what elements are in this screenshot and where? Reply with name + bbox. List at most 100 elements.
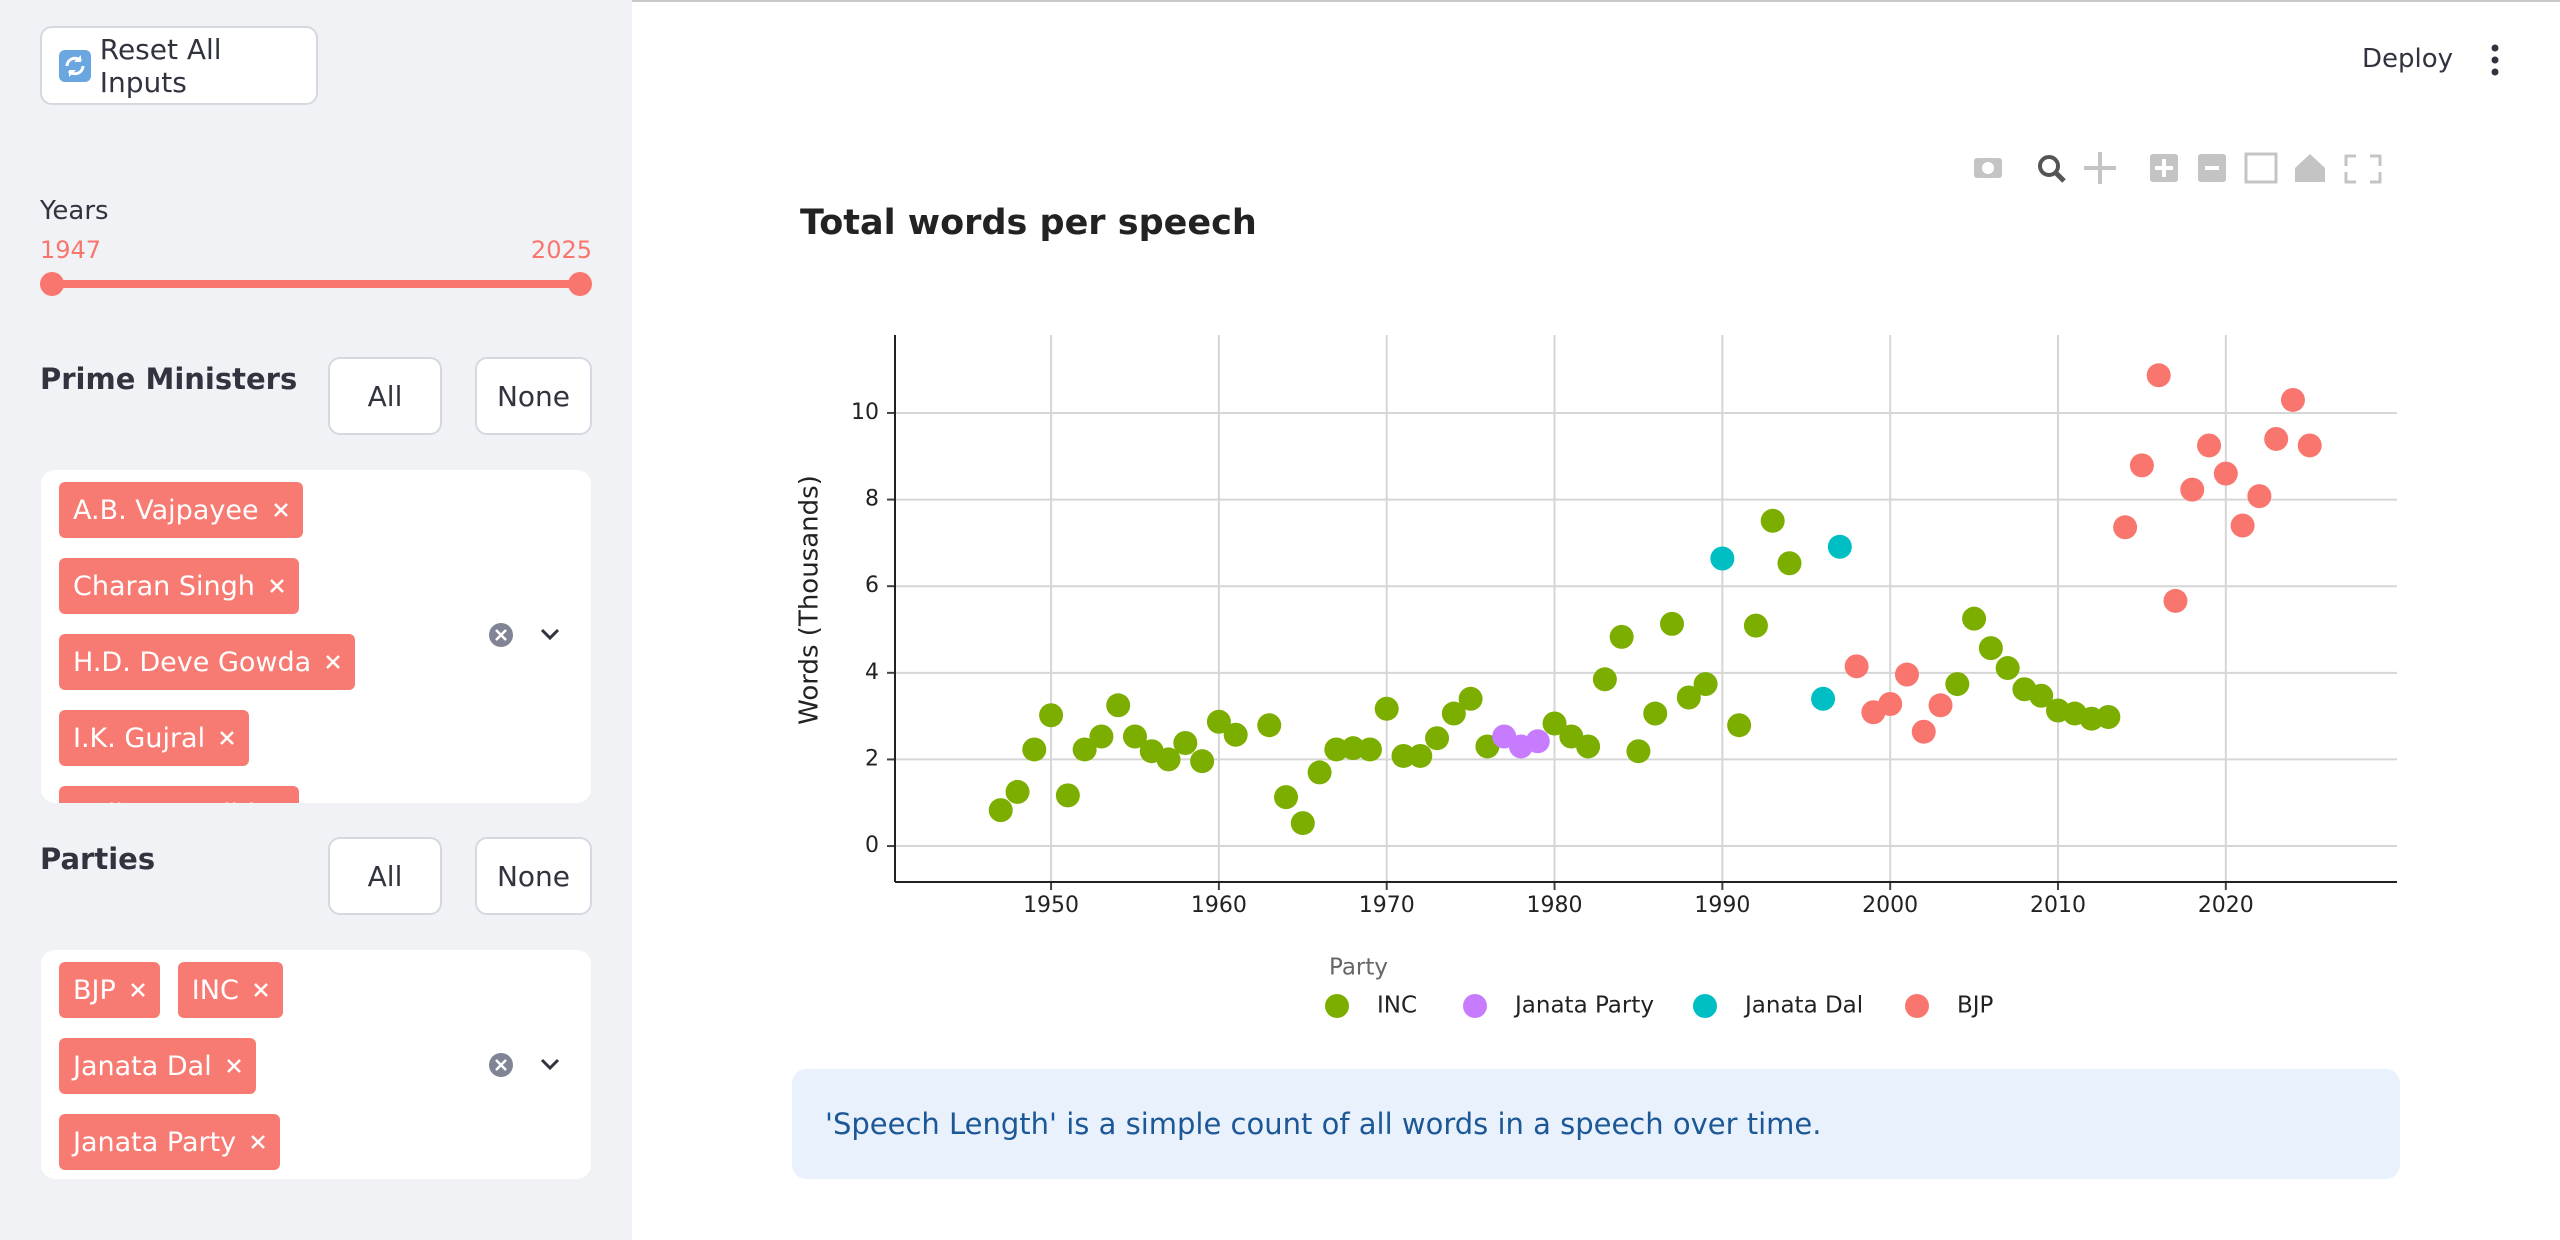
x-tick-label: 2010: [2030, 893, 2086, 918]
tag-label: I.K. Gujral: [73, 722, 206, 754]
tag-label: BJP: [73, 974, 116, 1006]
tag-label: Indira Gandhi: [73, 799, 255, 804]
menu-button[interactable]: [2484, 42, 2506, 78]
x-tick-label: 1980: [1527, 893, 1583, 918]
tag-remove[interactable]: [219, 730, 235, 746]
point: [1190, 749, 1215, 774]
point: [1408, 743, 1433, 768]
tag[interactable]: BJP: [59, 962, 160, 1018]
slider-knob[interactable]: [568, 272, 592, 296]
point: [1710, 546, 1735, 571]
tag[interactable]: I.K. Gujral: [59, 710, 250, 766]
point: [1441, 701, 1466, 726]
legend-marker: [1905, 994, 1929, 1018]
legend-title: Party: [1329, 955, 1388, 981]
point: [1274, 785, 1299, 810]
point: [2264, 426, 2289, 451]
years-max: 2025: [530, 236, 592, 264]
point: [2163, 588, 2188, 613]
point: [1911, 719, 1936, 744]
y-tick-label: 6: [865, 573, 879, 598]
modebar[interactable]: [1974, 152, 2382, 184]
point: [1609, 624, 1634, 649]
tag[interactable]: Janata Party: [59, 1114, 281, 1170]
pm-multiselect[interactable]: A.B. Vajpayee Charan Singh H.D. Deve Gowda…: [41, 470, 591, 803]
parties-all-button[interactable]: All: [328, 837, 442, 915]
x-tick-label: 2020: [2198, 893, 2254, 918]
years-label: Years: [40, 196, 109, 226]
point: [2129, 453, 2154, 478]
parties-label: Parties: [40, 842, 156, 876]
point: [1626, 739, 1651, 764]
tag[interactable]: H.D. Deve Gowda: [59, 634, 356, 690]
point: [2062, 701, 2087, 726]
tag-remove[interactable]: [250, 1134, 266, 1150]
point: [1878, 691, 1903, 716]
point: [1760, 508, 1785, 533]
point: [2079, 706, 2104, 731]
point: [1425, 726, 1450, 751]
legend-label: Janata Party: [1513, 993, 1654, 1019]
point: [1324, 737, 1349, 762]
tag-remove[interactable]: [273, 502, 289, 518]
point: [1072, 737, 1097, 762]
point: [1257, 713, 1282, 738]
point: [1928, 693, 1953, 718]
reset-button[interactable]: Reset All Inputs: [40, 26, 318, 105]
point: [1643, 701, 1668, 726]
party-multiselect[interactable]: BJP INC Janata Dal Janata Party: [41, 950, 591, 1179]
point: [2297, 433, 2322, 458]
point: [1844, 654, 1869, 679]
deploy-button[interactable]: Deploy: [2362, 44, 2454, 74]
point: [2280, 387, 2305, 412]
slider-knob[interactable]: [40, 272, 64, 296]
point: [1492, 724, 1517, 749]
tag-label: Janata Party: [73, 1126, 237, 1158]
pm-all-button[interactable]: All: [328, 357, 442, 435]
point: [1223, 722, 1248, 747]
x-tick-label: 1990: [1694, 893, 1750, 918]
point: [1945, 672, 1970, 697]
point: [1341, 736, 1366, 761]
point: [1391, 743, 1416, 768]
reset-icon: [59, 49, 91, 82]
tag-label: Janata Dal: [73, 1050, 212, 1082]
point: [2029, 683, 2054, 708]
point: [1576, 734, 1601, 759]
tag-remove[interactable]: [226, 1058, 242, 1074]
point: [1307, 760, 1332, 785]
tag-remove[interactable]: [130, 982, 146, 998]
point: [2247, 484, 2272, 509]
pm-none-button[interactable]: None: [475, 357, 592, 435]
point: [1827, 534, 1852, 559]
tag[interactable]: Charan Singh: [59, 558, 299, 614]
tag-remove[interactable]: [269, 578, 285, 594]
point: [1727, 713, 1752, 738]
tag-remove[interactable]: [253, 982, 269, 998]
tag[interactable]: INC: [177, 962, 283, 1018]
info-box: 'Speech Length' is a simple count of all…: [792, 1069, 2400, 1179]
point: [1525, 729, 1550, 754]
legend-label: Janata Dal: [1743, 993, 1863, 1019]
tag[interactable]: Janata Dal: [59, 1038, 256, 1094]
point: [1542, 711, 1567, 736]
point: [1122, 724, 1147, 749]
y-tick-label: 4: [865, 660, 879, 685]
parties-none-button[interactable]: None: [475, 837, 592, 915]
point: [1290, 811, 1315, 836]
y-tick-label: 8: [865, 487, 879, 512]
tag-remove[interactable]: [325, 654, 341, 670]
point: [2230, 513, 2255, 538]
slider-track: [52, 280, 580, 288]
tag[interactable]: Indira Gandhi: [59, 786, 300, 804]
tag-label: Charan Singh: [73, 570, 255, 602]
point: [2012, 677, 2037, 702]
tag[interactable]: A.B. Vajpayee: [59, 482, 303, 538]
point: [1374, 696, 1399, 721]
point: [1861, 700, 1886, 725]
tag-label: A.B. Vajpayee: [73, 494, 259, 526]
x-tick-label: 1960: [1191, 893, 1247, 918]
point: [1978, 636, 2003, 661]
point: [1139, 739, 1164, 764]
